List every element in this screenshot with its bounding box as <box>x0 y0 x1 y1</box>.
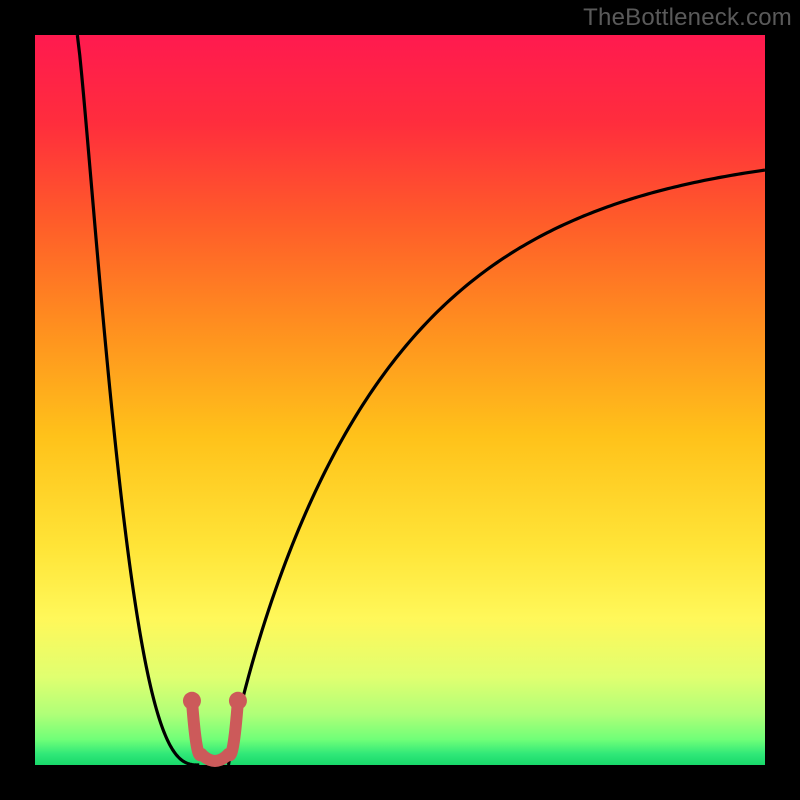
minimum-marker-base <box>201 754 228 761</box>
watermark-text: TheBottleneck.com <box>583 4 792 32</box>
minimum-marker-right-dot <box>229 692 247 710</box>
minimum-marker-left-dot <box>183 692 201 710</box>
bottleneck-chart <box>0 0 800 800</box>
